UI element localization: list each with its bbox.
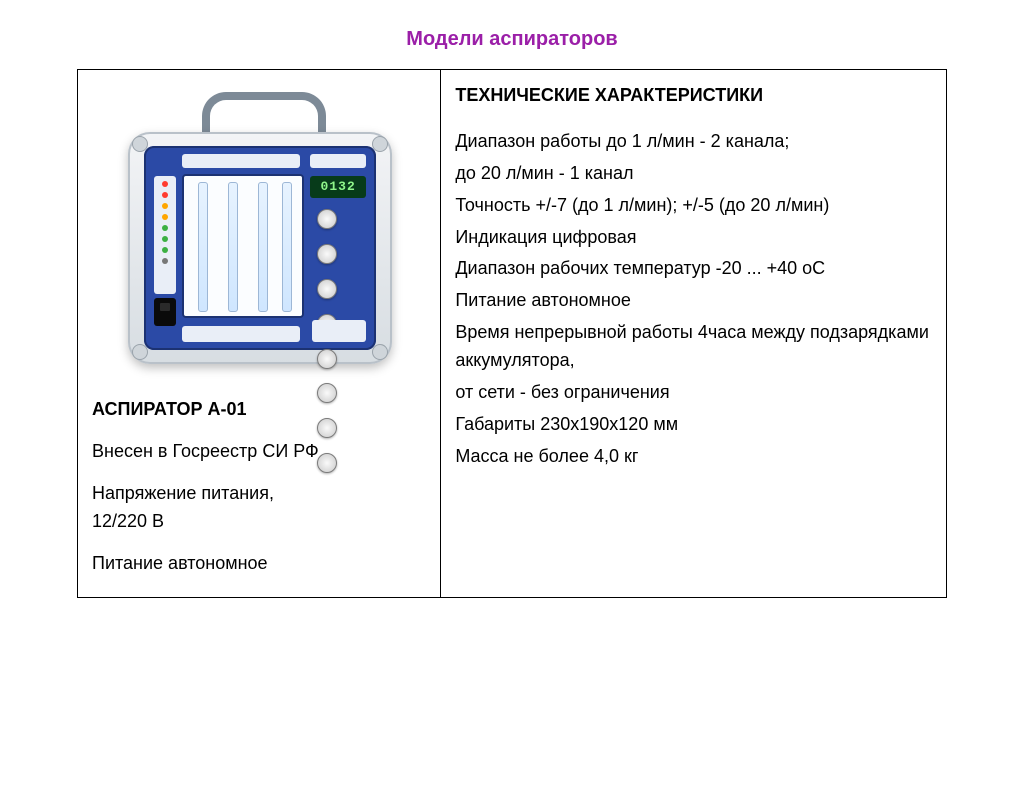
spec-line: Диапазон работы до 1 л/мин - 2 канала; (455, 128, 934, 156)
panel-button-icon (317, 209, 337, 229)
led-icon (162, 181, 168, 187)
right-cell: ТЕХНИЧЕСКИЕ ХАРАКТЕРИСТИКИ Диапазон рабо… (441, 70, 947, 598)
panel-button-icon (317, 244, 337, 264)
spec-line: Габариты 230х190х120 мм (455, 411, 934, 439)
led-icon (162, 192, 168, 198)
lcd-display: 0132 (310, 176, 366, 198)
page-title: Модели аспираторов (0, 28, 1024, 51)
panel-label (182, 154, 300, 168)
led-strip (154, 176, 176, 294)
spec-line: Масса не более 4,0 кг (455, 443, 934, 471)
specs-heading: ТЕХНИЧЕСКИЕ ХАРАКТЕРИСТИКИ (455, 82, 934, 110)
model-tag (312, 320, 366, 342)
spec-line: Питание автономное (455, 287, 934, 315)
device-panel: 0132 (144, 146, 376, 350)
panel-label (310, 154, 366, 168)
voltage-label: Напряжение питания, (92, 480, 428, 508)
led-icon (162, 203, 168, 209)
led-icon (162, 258, 168, 264)
spec-line: до 20 л/мин - 1 канал (455, 160, 934, 188)
flow-tube-icon (258, 182, 268, 312)
flow-tube-icon (198, 182, 208, 312)
led-icon (162, 247, 168, 253)
spec-table: 0132 АСПИРАТОР А-01 Внесен в Госреестр С… (77, 69, 947, 598)
screw-icon (372, 344, 388, 360)
screw-icon (372, 136, 388, 152)
voltage-value: 12/220 В (92, 508, 428, 536)
spec-line: от сети - без ограничения (455, 379, 934, 407)
spec-line: Точность +/-7 (до 1 л/мин); +/-5 (до 20 … (455, 192, 934, 220)
panel-button-icon (317, 279, 337, 299)
panel-label (182, 326, 300, 342)
spec-line: Время непрерывной работы 4часа между под… (455, 319, 934, 375)
flow-tube-icon (228, 182, 238, 312)
panel-button-icon (317, 349, 337, 369)
led-icon (162, 236, 168, 242)
device-illustration: 0132 (110, 84, 410, 374)
power-switch-icon (154, 298, 176, 326)
power-line: Питание автономное (92, 550, 428, 578)
led-icon (162, 225, 168, 231)
rotameter-window (182, 174, 304, 318)
led-icon (162, 214, 168, 220)
panel-button-icon (317, 383, 337, 403)
left-cell: 0132 АСПИРАТОР А-01 Внесен в Госреестр С… (78, 70, 441, 598)
panel-button-icon (317, 453, 337, 473)
panel-button-icon (317, 418, 337, 438)
flow-tube-icon (282, 182, 292, 312)
spec-line: Индикация цифровая (455, 224, 934, 252)
registry-line: Внесен в Госреестр СИ РФ (92, 438, 428, 466)
spec-line: Диапазон рабочих температур -20 ... +40 … (455, 255, 934, 283)
button-column (314, 206, 364, 485)
product-name: АСПИРАТОР А-01 (92, 396, 428, 424)
